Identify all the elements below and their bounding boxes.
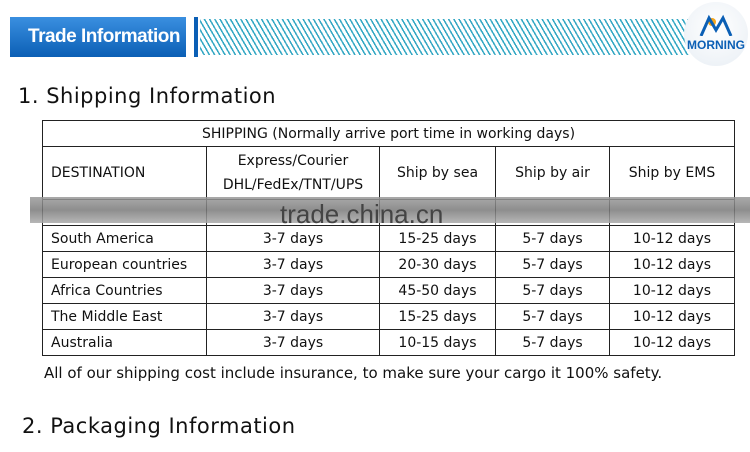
cell: 3-7 days [206,225,380,252]
cell: 15-25 days [379,225,496,252]
cell: 45-50 days [379,277,496,304]
banner-divider [194,17,198,57]
header-air: Ship by air [495,146,610,200]
cell: 10-15 days [379,329,496,356]
table-row: The Middle East 3-7 days 15-25 days 5-7 day… [42,303,735,330]
morning-logo: MORNING [684,2,748,66]
cell: 5-7 days [495,277,610,304]
cell: 3-7 days [206,329,380,356]
watermark-band [30,197,750,223]
watermark-text: trade.china.cn [280,199,444,229]
cell: 3-7 days [206,251,380,278]
striped-decoration [200,19,690,55]
cell: 5-7 days [495,329,610,356]
cell: 5-7 days [495,303,610,330]
section-title-shipping: 1. Shipping Information [18,84,277,108]
header-express-line2: DHL/FedEx/TNT/UPS [222,177,364,193]
cell: 20-30 days [379,251,496,278]
section-title-packaging: 2. Packaging Information [22,414,296,438]
logo-text: MORNING [687,38,745,52]
table-row: European countries 3-7 days 20-30 days 5-7 … [42,251,735,278]
shipping-table: SHIPPING (Normally arrive port time in w… [42,120,735,356]
cell: Australia [42,329,207,356]
trade-information-banner: Trade Information [10,17,186,57]
cell: 15-25 days [379,303,496,330]
cell: 10-12 days [609,251,735,278]
header-sea: Ship by sea [379,146,496,200]
cell: The Middle East [42,303,207,330]
header-express: Express/Courier DHL/FedEx/TNT/UPS [206,146,380,200]
cell: 10-12 days [609,303,735,330]
header-ems: Ship by EMS [609,146,735,200]
cell: 5-7 days [495,225,610,252]
insurance-note: All of our shipping cost include insuran… [44,364,663,382]
table-row: Africa Countries 3-7 days 45-50 days 5-7 da… [42,277,735,304]
header-destination: DESTINATION [42,146,207,200]
table-row: Australia 3-7 days 10-15 days 5-7 days 10-12… [42,329,735,356]
cell: 10-12 days [609,277,735,304]
header-express-line1: Express/Courier [237,153,349,169]
mountain-sun-icon [699,14,733,36]
cell: Africa Countries [42,277,207,304]
cell: 5-7 days [495,251,610,278]
cell: 10-12 days [609,225,735,252]
cell: European countries [42,251,207,278]
table-caption: SHIPPING (Normally arrive port time in w… [42,120,735,147]
cell: 3-7 days [206,277,380,304]
table-row: South America 3-7 days 15-25 days 5-7 days 1… [42,225,735,252]
cell: South America [42,225,207,252]
cell: 3-7 days [206,303,380,330]
cell: 10-12 days [609,329,735,356]
